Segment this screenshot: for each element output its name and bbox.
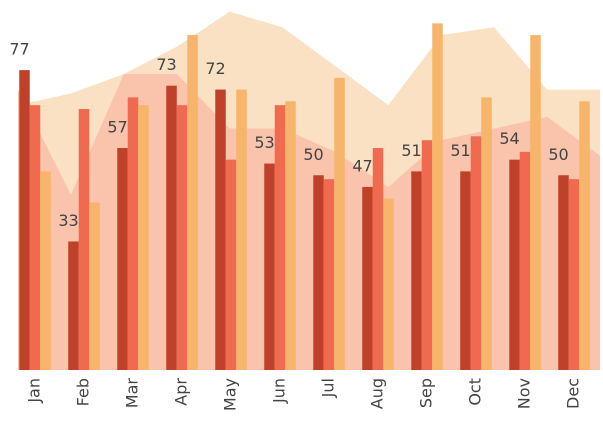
bar xyxy=(421,140,433,370)
data-label: 53 xyxy=(254,133,274,152)
bar xyxy=(519,151,531,370)
bar xyxy=(481,97,492,371)
data-label: 54 xyxy=(499,129,519,148)
x-tick-label: Feb xyxy=(74,378,93,406)
bar xyxy=(362,186,373,370)
x-tick-label: Oct xyxy=(466,378,485,406)
bar xyxy=(138,105,149,370)
x-tick-label: Dec xyxy=(564,378,583,409)
area xyxy=(18,74,600,370)
data-label: 57 xyxy=(107,118,127,137)
bar xyxy=(89,202,100,370)
bar xyxy=(334,77,345,370)
data-label: 50 xyxy=(303,145,323,164)
x-tick-label: Apr xyxy=(172,378,191,406)
x-tick-label: May xyxy=(221,378,240,411)
x-tick-label: Jan xyxy=(25,378,44,404)
bar xyxy=(176,105,188,370)
data-label: 33 xyxy=(58,211,78,230)
bar xyxy=(313,175,324,370)
bar xyxy=(215,89,226,370)
bar xyxy=(127,97,139,371)
bar xyxy=(166,85,177,371)
bar xyxy=(19,70,30,371)
bar xyxy=(187,35,198,370)
bar xyxy=(274,105,286,370)
bar xyxy=(29,105,41,370)
bar xyxy=(40,171,51,370)
bar xyxy=(579,101,590,371)
x-tick-label: Nov xyxy=(515,378,534,409)
bar xyxy=(470,136,482,370)
bar xyxy=(117,148,128,370)
bar xyxy=(509,159,520,370)
x-tick-label: Jul xyxy=(319,378,338,398)
bar xyxy=(236,89,247,370)
bar xyxy=(558,175,569,370)
bar xyxy=(411,171,422,370)
x-tick-label: Aug xyxy=(368,378,387,409)
data-label: 47 xyxy=(352,156,372,175)
data-label: 73 xyxy=(156,55,176,74)
x-tick-label: Mar xyxy=(123,378,142,409)
data-label: 72 xyxy=(205,59,225,78)
bar xyxy=(68,241,79,370)
bar xyxy=(225,159,237,370)
data-label: 51 xyxy=(450,141,470,160)
x-tick-label: Jun xyxy=(270,378,289,404)
data-label: 77 xyxy=(9,40,29,59)
bar xyxy=(568,179,580,370)
bar xyxy=(530,35,541,370)
bar xyxy=(372,148,384,370)
bar xyxy=(78,109,90,370)
data-label: 50 xyxy=(548,145,568,164)
bar xyxy=(460,171,471,370)
bar xyxy=(383,198,394,370)
bar xyxy=(264,163,275,370)
bar xyxy=(323,179,335,370)
data-label: 51 xyxy=(401,141,421,160)
x-tick-label: Sep xyxy=(417,378,436,408)
bar xyxy=(285,101,296,371)
bar xyxy=(432,23,443,371)
